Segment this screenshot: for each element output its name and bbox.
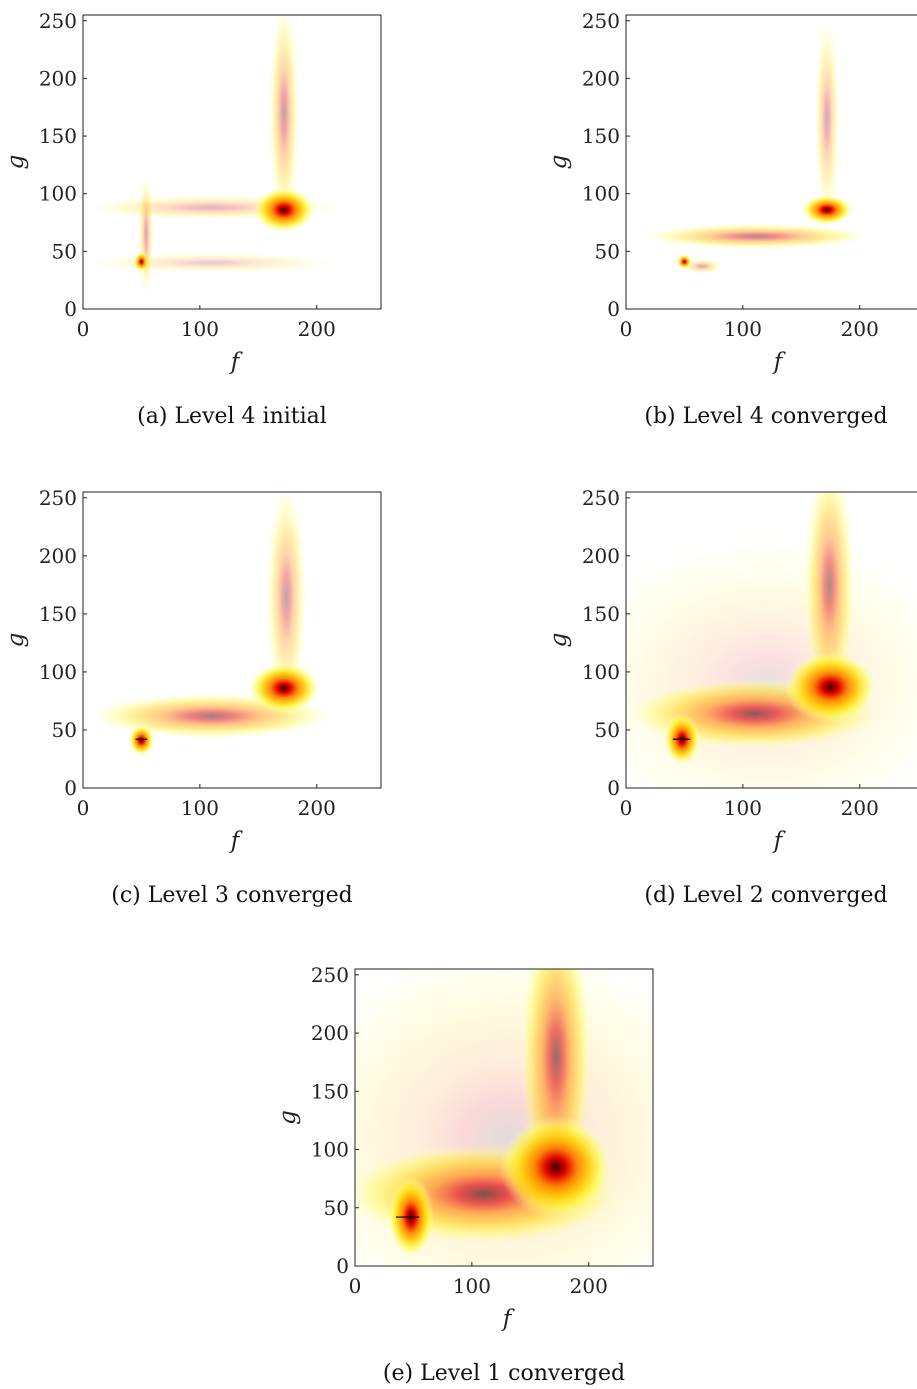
y-tick-label: 50 [52,718,77,742]
x-tick-label: 0 [77,796,90,820]
chart-panel-1: 0 50 100 150 200 250 0 100 200 f g (b) Level 4 conv… [546,9,917,429]
x-tick-label: 100 [181,317,219,341]
x-tick-label: 0 [349,1274,362,1298]
x-axis-label: f [772,828,786,854]
chart-panel-0: 0 50 100 150 200 250 0 100 200 f g (a) Level 4 init… [3,9,382,429]
y-tick-label: 100 [39,660,77,684]
y-tick-label: 150 [39,602,77,626]
y-tick-label: 200 [39,544,77,568]
y-tick-label: 50 [595,718,620,742]
density-blob-5 [253,187,315,233]
x-tick-label: 0 [77,317,90,341]
y-tick-label: 150 [39,124,77,148]
x-axis-label: f [229,828,243,854]
y-axis-label: g [546,633,572,648]
heatmap-density [88,492,335,756]
y-tick-label: 250 [311,963,349,987]
axes-frame [354,968,654,1267]
y-tick-label: 0 [607,776,620,800]
subfigure-caption: (a) Level 4 initial [137,404,327,429]
x-tick-label: 0 [620,796,633,820]
heatmap-density [83,15,341,298]
density-blob-2 [248,662,320,714]
chart-panel-3: 0 50 100 150 200 250 0 100 200 f g (d) Level 2 conv… [546,486,917,908]
x-axis-label: f [501,1306,515,1332]
chart-panel-2: 0 50 100 150 200 250 0 100 200 f g (c) Level 3 conv… [3,486,382,908]
y-tick-label: 200 [582,66,620,90]
x-tick-label: 200 [298,796,336,820]
heatmap-density [626,492,917,788]
y-axis-label: g [275,1110,301,1125]
y-tick-label: 250 [582,486,620,510]
y-tick-label: 100 [311,1138,349,1162]
density-blob-0 [83,252,341,274]
y-tick-label: 200 [582,544,620,568]
y-tick-label: 100 [39,182,77,206]
density-blob-2 [641,223,873,250]
x-tick-label: 100 [181,796,219,820]
y-tick-label: 150 [582,602,620,626]
x-axis-label: f [229,349,243,375]
axes-frame [625,14,917,310]
density-blob-0 [814,17,840,221]
x-tick-label: 0 [620,317,633,341]
y-axis-label: g [3,633,29,648]
y-tick-label: 150 [311,1079,349,1103]
y-tick-label: 200 [311,1021,349,1045]
density-blob-3 [268,15,300,228]
heatmap-density [641,17,873,274]
y-tick-label: 50 [52,239,77,263]
subfigure-caption: (e) Level 1 converged [383,1361,625,1386]
y-tick-label: 150 [582,124,620,148]
x-tick-label: 100 [453,1274,491,1298]
axes-frame [82,491,382,789]
y-tick-label: 100 [582,182,620,206]
density-blob-4 [801,194,853,226]
heatmap-density [355,969,653,1266]
axes-frame [82,14,382,310]
subfigure-caption: (c) Level 3 converged [111,883,352,908]
y-tick-label: 250 [582,9,620,33]
y-axis-label: g [546,155,572,170]
axes-frame [625,491,917,789]
density-blob-3 [676,254,693,270]
density-blob-3 [499,1115,613,1219]
y-tick-label: 250 [39,9,77,33]
y-axis-label: g [3,155,29,170]
y-tick-label: 50 [324,1196,349,1220]
y-tick-label: 0 [336,1254,349,1278]
y-tick-label: 250 [39,486,77,510]
density-blob-4 [133,251,150,272]
x-tick-label: 200 [841,317,879,341]
x-tick-label: 100 [724,796,762,820]
y-tick-label: 200 [39,66,77,90]
density-blob-0 [265,492,307,712]
y-tick-label: 50 [595,239,620,263]
y-tick-label: 100 [582,660,620,684]
chart-panel-4: 0 50 100 150 200 250 0 100 200 f g (e) Level 1 conv… [275,963,654,1386]
x-tick-label: 200 [841,796,879,820]
subfigure-caption: (d) Level 2 converged [644,883,887,908]
plot-area [83,492,381,788]
x-tick-label: 200 [570,1274,608,1298]
y-tick-label: 0 [607,297,620,321]
y-tick-label: 0 [64,297,77,321]
subfigure-caption: (b) Level 4 converged [644,404,887,429]
density-blob-2 [138,170,154,298]
y-tick-label: 0 [64,776,77,800]
density-blob-3 [128,725,155,756]
x-axis-label: f [772,349,786,375]
density-blob-3 [784,651,877,723]
plot-area [626,15,917,309]
x-tick-label: 200 [298,317,336,341]
x-tick-label: 100 [724,317,762,341]
